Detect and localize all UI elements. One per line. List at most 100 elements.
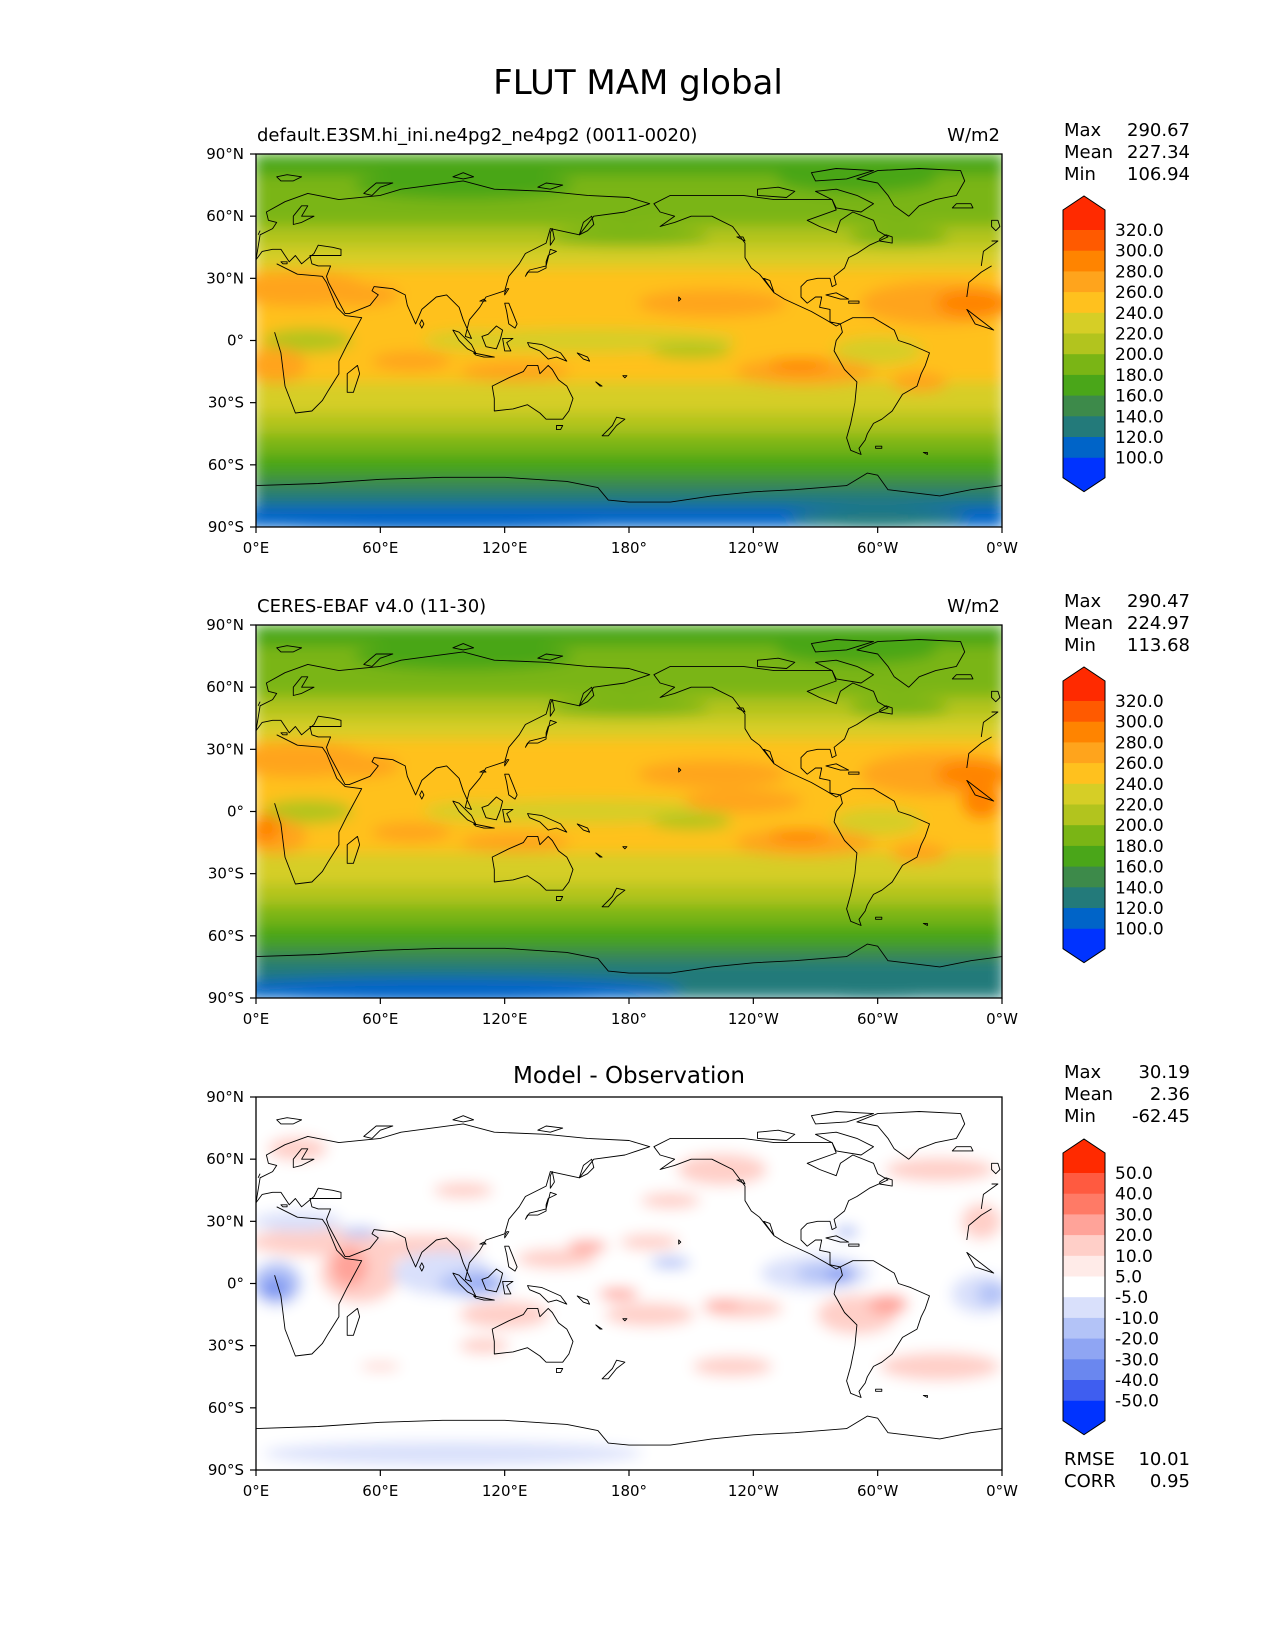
x-tick-label: 0°W	[986, 1482, 1018, 1500]
subtropical-max	[768, 359, 829, 372]
colorbar-segment	[1063, 1338, 1105, 1360]
coastline-newsiberian	[537, 1125, 564, 1133]
positive-anomaly	[868, 1294, 909, 1315]
coastline-madagascar	[346, 364, 361, 393]
coastline-australia	[491, 364, 574, 420]
colorbar-segment	[1063, 1255, 1105, 1277]
negative-anomaly	[264, 1281, 281, 1294]
band	[256, 718, 1002, 740]
colorbar-tick-label: -50.0	[1115, 1392, 1159, 1412]
subtropical-max	[682, 789, 803, 814]
subtropical-max	[768, 830, 829, 843]
coastline-svalbard	[276, 174, 303, 182]
coastline-australia	[491, 1307, 574, 1363]
coastline-baffin	[815, 188, 874, 213]
coastline-kamchatka_pen	[578, 1158, 595, 1179]
stat-min-label: Min	[1064, 635, 1096, 656]
y-tick-label: 90°N	[206, 145, 244, 163]
stat-max-label: Max	[1064, 1062, 1102, 1083]
coastline-hainan	[479, 769, 487, 773]
storm-track	[848, 226, 949, 247]
coastline-nz	[601, 416, 626, 437]
coastline-tasmania	[556, 425, 564, 431]
colorbar-tick-label: 40.0	[1115, 1185, 1153, 1205]
coastline-java	[473, 352, 495, 358]
colorbar-segment	[1063, 1359, 1105, 1381]
colorbar-tick-label: 120.0	[1115, 428, 1164, 448]
coastline-africa	[274, 263, 995, 414]
itcz-region	[651, 813, 732, 830]
positive-anomaly	[433, 1182, 494, 1199]
subtropical-max	[935, 760, 1002, 789]
coastline-antarctica	[256, 1415, 1002, 1446]
colorbar-tick-label: -5.0	[1115, 1288, 1148, 1308]
y-tick-label: 30°S	[208, 865, 244, 883]
stat-mean-label: Mean	[1064, 613, 1113, 634]
coastline-solomon	[576, 823, 591, 833]
coastline-srilanka	[419, 319, 425, 329]
colorbar-segment	[1063, 887, 1105, 909]
coastlines	[256, 1111, 1002, 1446]
colorbar-extend-top	[1063, 196, 1105, 230]
coastline-newcaledonia	[595, 381, 603, 387]
coastline-scandinavia_gulf	[292, 205, 315, 225]
colorbar-extend-top	[1063, 667, 1105, 701]
y-tick-label: 60°N	[206, 207, 244, 225]
convective-region	[262, 328, 353, 353]
colorbar-tick-label: 5.0	[1115, 1268, 1142, 1288]
stat-min-label: Min	[1064, 1106, 1096, 1127]
colorbar-tick-label: 100.0	[1115, 449, 1164, 469]
coastline-sakhalin	[549, 228, 555, 246]
positive-anomaly	[360, 1362, 401, 1371]
stat-rmse-value: 10.01	[1138, 1449, 1190, 1470]
x-tick-label: 60°E	[362, 1010, 398, 1028]
band	[256, 925, 1002, 947]
panel-title: CERES-EBAF v4.0 (11-30)	[257, 596, 486, 617]
coastline-sakhalin	[549, 699, 555, 717]
coastline-antarctica	[256, 472, 1002, 503]
coastline-sulawesi	[502, 337, 514, 352]
coastline-italy_sicily	[280, 732, 288, 736]
colorbar-segment	[1063, 845, 1105, 867]
stat-corr-value: 0.95	[1150, 1471, 1190, 1492]
y-tick-label: 30°N	[206, 740, 244, 758]
coastline-na	[653, 1137, 889, 1270]
positive-anomaly	[884, 1157, 995, 1182]
coastlines	[256, 639, 1002, 974]
coastline-eurasia	[256, 651, 999, 810]
coastline-java	[473, 823, 495, 829]
colorbar-tick-label: 200.0	[1115, 345, 1164, 365]
stat-rmse-label: RMSE	[1064, 1449, 1115, 1470]
coastline-severnaya	[452, 172, 475, 180]
coastline-solomon	[576, 352, 591, 362]
colorbar-segment	[1063, 354, 1105, 376]
coastline-greatbritain	[257, 1162, 1001, 1178]
colorbar-segment	[1063, 395, 1105, 417]
subtropical-max	[935, 289, 1002, 318]
colorbar-segment	[1063, 804, 1105, 826]
coastline-newcaledonia	[595, 1324, 603, 1330]
convective-region	[832, 336, 923, 365]
x-tick-label: 120°W	[728, 1010, 779, 1028]
colorbar-segment	[1063, 437, 1105, 459]
colorbar-tick-label: 240.0	[1115, 775, 1164, 795]
stat-max-value: 30.19	[1138, 1062, 1190, 1083]
colorbar-tick-label: -40.0	[1115, 1371, 1159, 1391]
positive-anomaly	[961, 1203, 1002, 1240]
colorbar-tick-label: -30.0	[1115, 1350, 1159, 1370]
stat-min-label: Min	[1064, 164, 1096, 185]
colorbar-segment	[1063, 1317, 1105, 1339]
y-tick-label: 60°N	[206, 678, 244, 696]
itcz-region	[651, 342, 732, 359]
colorbar-segment	[1063, 1380, 1105, 1402]
convective-region	[832, 807, 923, 836]
coastline-newguinea	[527, 813, 568, 833]
y-tick-label: 30°S	[208, 394, 244, 412]
colorbar-tick-label: 240.0	[1115, 304, 1164, 324]
coastline-newfoundland	[879, 705, 893, 715]
figure-title: FLUT MAM global	[493, 63, 783, 103]
band	[256, 247, 1002, 269]
coastline-taiwan	[504, 288, 510, 296]
coastline-eurasia	[256, 180, 999, 339]
x-tick-label: 120°W	[728, 1482, 779, 1500]
